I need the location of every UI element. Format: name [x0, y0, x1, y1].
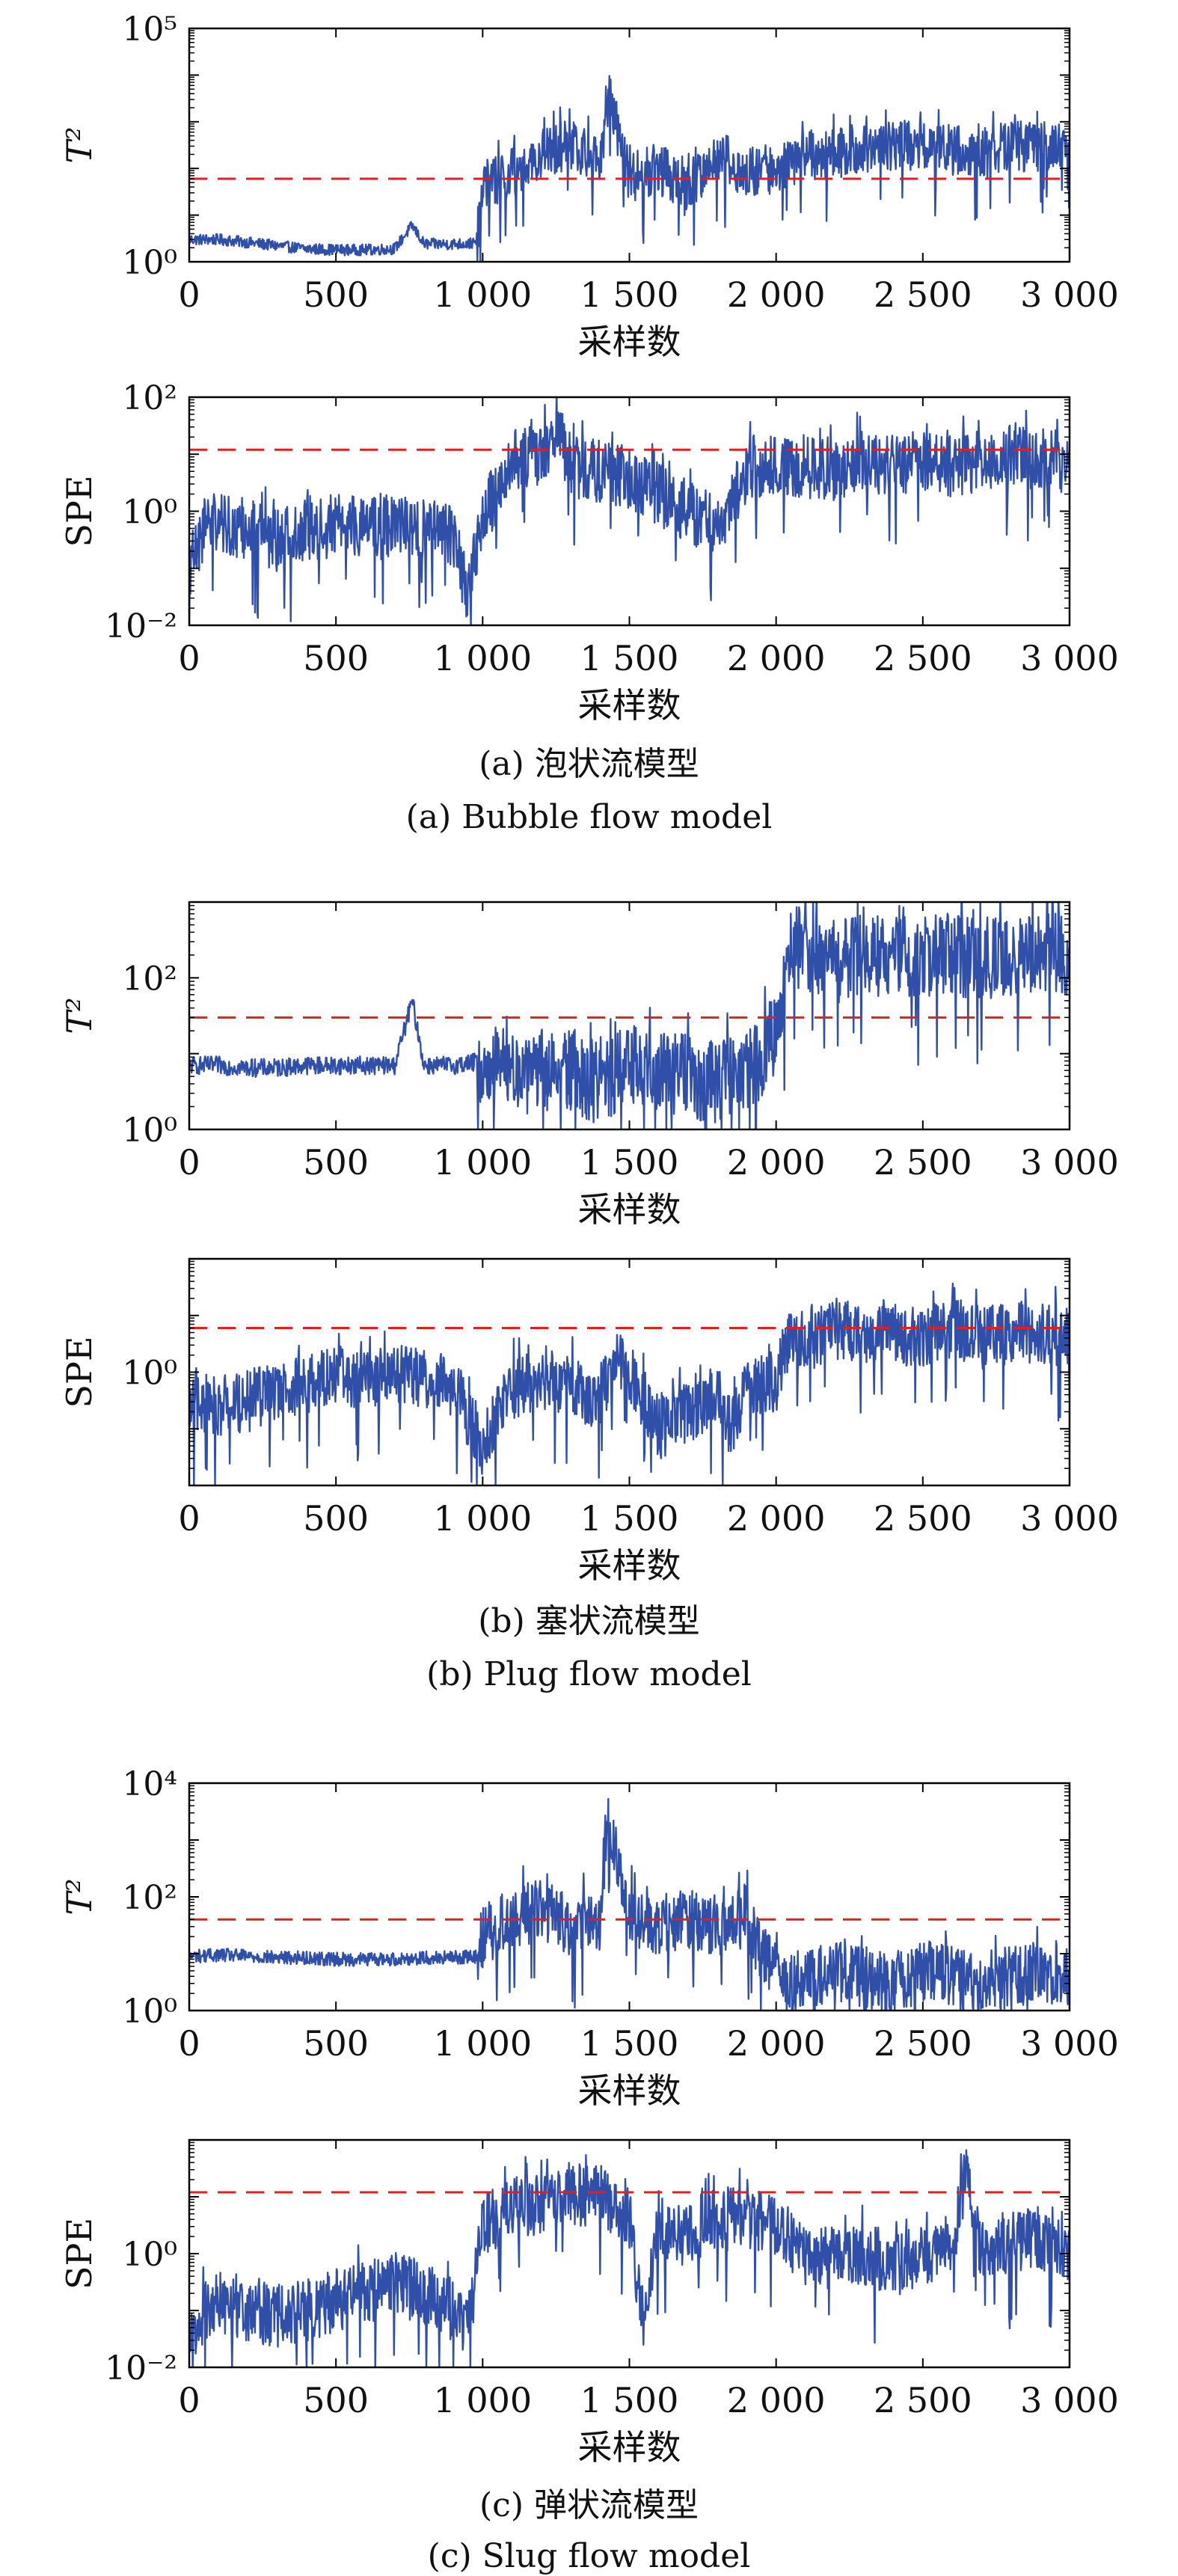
x-tick-label: 3 000 — [1020, 2380, 1119, 2420]
x-tick-label: 1 000 — [433, 1142, 532, 1183]
x-tick-label: 1 500 — [580, 275, 679, 315]
series-line — [189, 1282, 1070, 1485]
series-line — [189, 397, 1070, 625]
y-axis-label: SPE — [59, 1336, 99, 1408]
x-tick-label: 2 500 — [874, 2023, 972, 2064]
x-tick-label: 500 — [303, 2023, 369, 2064]
x-tick-label: 0 — [178, 2023, 200, 2064]
x-tick-label: 1 000 — [433, 2380, 532, 2420]
series-line — [189, 2149, 1070, 2367]
x-tick-label: 1 500 — [580, 2380, 679, 2420]
caption-b-zh: (b) 塞状流模型 — [478, 1602, 700, 1640]
chart-a-spe: 0 500 1 000 1 500 2 000 2 500 3 000 10⁻² 10⁰ 10² 采… — [59, 379, 1119, 726]
y-axis-label: SPE — [59, 475, 99, 547]
x-tick-label: 500 — [303, 275, 369, 315]
x-tick-label: 2 000 — [727, 275, 826, 315]
x-tick-label: 500 — [303, 1498, 369, 1539]
x-tick-label: 500 — [303, 2380, 369, 2420]
x-tick-label: 500 — [303, 638, 369, 678]
series-line — [189, 75, 1070, 262]
x-tick-label: 0 — [178, 2380, 200, 2420]
x-tick-label: 1 000 — [433, 1498, 532, 1539]
x-axis-label: 采样数 — [578, 322, 681, 362]
chart-c-t2: 0 500 1 000 1 500 2 000 2 500 3 000 10⁰ 10² 10⁴ 采样… — [59, 1765, 1119, 2111]
x-axis-label: 采样数 — [578, 2427, 681, 2468]
y-axis-label: T² — [59, 126, 99, 163]
chart-a-t2: 0 500 1 000 1 500 2 000 2 500 3 000 10⁰ 10⁵ 采样数 T² — [59, 10, 1119, 362]
x-tick-label: 2 000 — [727, 2380, 826, 2420]
x-axis-label: 采样数 — [578, 2070, 681, 2111]
y-tick-label: 10⁴ — [122, 1765, 177, 1803]
x-tick-label: 3 000 — [1020, 2023, 1119, 2064]
x-tick-label: 2 000 — [727, 1498, 826, 1539]
x-tick-label: 2 500 — [874, 638, 972, 678]
y-tick-label: 10⁰ — [122, 244, 177, 282]
chart-b-t2: 0 500 1 000 1 500 2 000 2 500 3 000 10⁰ 10² 采样数 T² — [59, 901, 1119, 1230]
x-tick-label: 1 500 — [580, 1498, 679, 1539]
x-tick-label: 0 — [178, 1142, 200, 1183]
x-tick-label: 2 500 — [874, 2380, 972, 2420]
x-tick-label: 3 000 — [1020, 638, 1119, 678]
x-tick-label: 500 — [303, 1142, 369, 1183]
y-tick-label: 10² — [122, 960, 177, 998]
y-axis-label: SPE — [59, 2218, 99, 2290]
x-axis-label: 采样数 — [578, 1189, 681, 1230]
x-tick-label: 2 500 — [874, 275, 972, 315]
y-tick-label: 10⁰ — [122, 1111, 177, 1150]
caption-a-zh: (a) 泡状流模型 — [479, 745, 699, 783]
x-axis-label: 采样数 — [578, 685, 681, 726]
x-tick-label: 1 500 — [580, 2023, 679, 2064]
caption-b-en: (b) Plug flow model — [426, 1655, 752, 1693]
y-tick-label: 10⁰ — [122, 1993, 177, 2031]
caption-c-en: (c) Slug flow model — [427, 2537, 751, 2575]
y-axis-label: T² — [59, 997, 99, 1034]
x-tick-label: 3 000 — [1020, 275, 1119, 315]
x-tick-label: 1 000 — [433, 2023, 532, 2064]
x-tick-label: 2 000 — [727, 2023, 826, 2064]
x-tick-label: 0 — [178, 275, 200, 315]
x-tick-label: 1 500 — [580, 1142, 679, 1183]
y-tick-label: 10⁰ — [122, 1355, 177, 1393]
x-tick-label: 0 — [178, 1498, 200, 1539]
x-tick-label: 1 000 — [433, 275, 532, 315]
x-tick-label: 3 000 — [1020, 1142, 1119, 1183]
y-axis-label: T² — [59, 1878, 99, 1915]
series-line — [189, 1797, 1070, 2011]
y-tick-label: 10⁵ — [122, 10, 177, 49]
chart-c-spe: 0 500 1 000 1 500 2 000 2 500 3 000 10⁻² 10⁰ 采样数 S… — [59, 2138, 1119, 2468]
y-tick-label: 10² — [122, 379, 177, 417]
caption-c-zh: (c) 弹状流模型 — [479, 2486, 699, 2524]
x-axis-label: 采样数 — [578, 1545, 681, 1586]
x-tick-label: 2 000 — [727, 1142, 826, 1183]
x-tick-label: 2 500 — [874, 1142, 972, 1183]
y-tick-label: 10⁻² — [105, 607, 177, 645]
y-tick-label: 10² — [122, 1879, 177, 1917]
x-tick-label: 3 000 — [1020, 1498, 1119, 1539]
x-tick-label: 1 500 — [580, 638, 679, 678]
x-tick-label: 2 000 — [727, 638, 826, 678]
chart-b-spe: 0 500 1 000 1 500 2 000 2 500 3 000 10⁰ 采样数 SPE — [59, 1257, 1119, 1586]
x-tick-label: 0 — [178, 638, 200, 678]
series-line — [189, 902, 1070, 1129]
y-tick-label: 10⁰ — [122, 494, 177, 532]
y-tick-label: 10⁻² — [105, 2349, 177, 2388]
x-tick-label: 1 000 — [433, 638, 532, 678]
x-tick-label: 2 500 — [874, 1498, 972, 1539]
y-tick-label: 10⁰ — [122, 2236, 177, 2274]
caption-a-en: (a) Bubble flow model — [405, 798, 773, 836]
